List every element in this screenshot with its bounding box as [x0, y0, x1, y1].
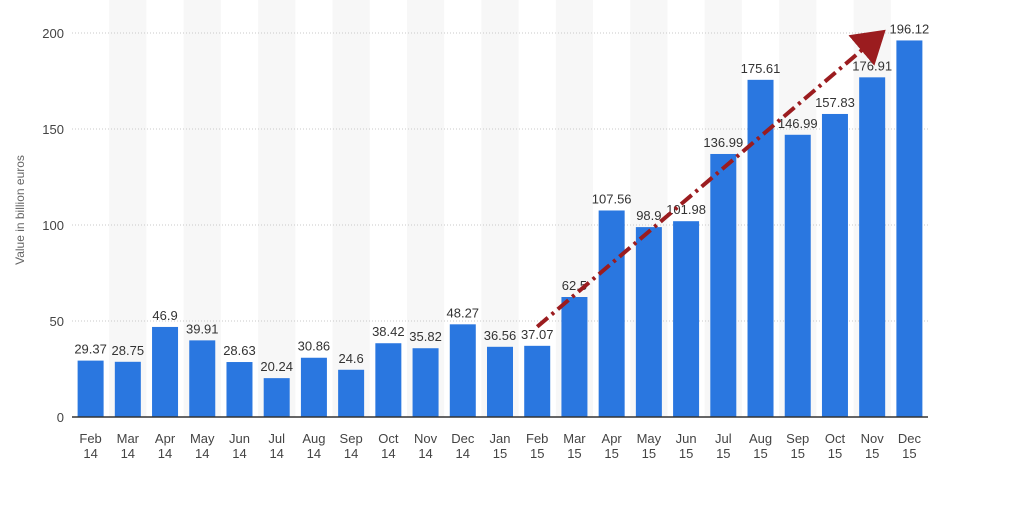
x-tick-label: Jul 15	[715, 431, 732, 461]
x-tick-label: Aug 14	[302, 431, 325, 461]
bar	[821, 113, 848, 417]
data-label: 30.86	[298, 339, 331, 354]
data-label: 175.61	[741, 61, 781, 76]
x-tick-label: Sep 14	[340, 431, 363, 461]
data-label: 101.98	[666, 202, 706, 217]
bar	[784, 134, 811, 417]
data-label: 176.91	[852, 58, 892, 73]
data-label: 196.12	[890, 21, 930, 36]
bar	[412, 348, 439, 417]
x-tick-label: Apr 14	[155, 431, 176, 461]
x-tick-label: May 14	[190, 431, 215, 461]
x-axis-tick-labels: Feb 14 Mar 14 Apr 14 May 14 Jun 14 Jul 14 Aug 14 Sep 14…	[79, 431, 921, 461]
column-band	[332, 0, 370, 417]
x-tick-label: Oct 15	[825, 431, 846, 461]
x-tick-label: Jan 15	[490, 431, 511, 461]
bar	[338, 369, 365, 417]
x-tick-label: Jul 14	[268, 431, 285, 461]
data-label: 146.99	[778, 116, 818, 131]
x-tick-label: Dec 14	[451, 431, 475, 461]
data-label: 136.99	[703, 135, 743, 150]
y-tick-label: 50	[50, 314, 64, 329]
x-tick-label: Oct 14	[378, 431, 399, 461]
x-tick-label: May 15	[637, 431, 662, 461]
bar	[561, 297, 588, 417]
bar	[114, 361, 141, 417]
data-label: 28.63	[223, 343, 256, 358]
x-tick-label: Nov 15	[861, 431, 885, 461]
x-tick-label: Feb 15	[526, 431, 548, 461]
x-tick-label: Sep 15	[786, 431, 809, 461]
y-tick-label: 0	[57, 410, 64, 425]
bar	[152, 326, 179, 417]
data-label: 37.07	[521, 327, 554, 342]
data-label: 38.42	[372, 324, 405, 339]
data-label: 98.9	[636, 208, 661, 223]
data-label: 39.91	[186, 321, 219, 336]
bar	[263, 378, 290, 417]
bars	[77, 40, 923, 418]
x-tick-label: Aug 15	[749, 431, 772, 461]
y-tick-label: 200	[42, 26, 64, 41]
x-tick-label: Jun 15	[676, 431, 697, 461]
bar	[598, 210, 625, 417]
data-label: 20.24	[260, 359, 293, 374]
data-label: 46.9	[152, 308, 177, 323]
bar	[710, 153, 737, 418]
bar	[859, 77, 886, 418]
bar	[77, 360, 104, 417]
y-tick-label: 100	[42, 218, 64, 233]
data-label: 48.27	[447, 305, 480, 320]
data-label: 35.82	[409, 329, 442, 344]
bar	[375, 343, 402, 417]
column-band	[258, 0, 296, 417]
data-label: 107.56	[592, 191, 632, 206]
bar	[524, 345, 551, 417]
data-label: 28.75	[112, 343, 145, 358]
bar	[487, 346, 513, 417]
bar	[300, 357, 327, 417]
x-tick-label: Feb 14	[79, 431, 101, 461]
x-tick-label: Jun 14	[229, 431, 250, 461]
y-tick-label: 150	[42, 122, 64, 137]
data-label: 24.6	[338, 351, 363, 366]
bar	[635, 227, 662, 417]
bar	[747, 79, 774, 417]
trend-arrow	[535, 29, 886, 329]
bar	[189, 340, 216, 417]
bar	[673, 221, 700, 417]
x-tick-label: Nov 14	[414, 431, 438, 461]
bar	[226, 362, 253, 417]
x-tick-label: Dec 15	[898, 431, 922, 461]
bar	[449, 324, 476, 417]
bar	[896, 40, 923, 418]
y-axis-tick-labels: 0 50 100 150 200	[42, 26, 64, 425]
data-label: 157.83	[815, 95, 855, 110]
column-band	[406, 0, 445, 417]
data-label: 29.37	[74, 342, 107, 357]
y-axis-title: Value in billion euros	[13, 155, 27, 265]
data-label: 36.56	[484, 328, 517, 343]
x-tick-label: Apr 15	[602, 431, 623, 461]
x-tick-label: Mar 15	[563, 431, 586, 461]
column-band	[109, 0, 147, 417]
x-tick-label: Mar 14	[117, 431, 140, 461]
